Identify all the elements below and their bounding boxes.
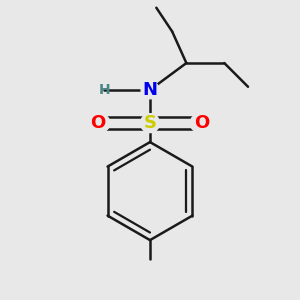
Text: O: O bbox=[194, 114, 210, 132]
Text: O: O bbox=[90, 114, 106, 132]
Text: S: S bbox=[143, 114, 157, 132]
Circle shape bbox=[140, 114, 160, 133]
Text: N: N bbox=[142, 81, 158, 99]
Circle shape bbox=[190, 114, 208, 132]
Text: H: H bbox=[98, 83, 110, 97]
Circle shape bbox=[92, 114, 110, 132]
Circle shape bbox=[141, 81, 159, 99]
